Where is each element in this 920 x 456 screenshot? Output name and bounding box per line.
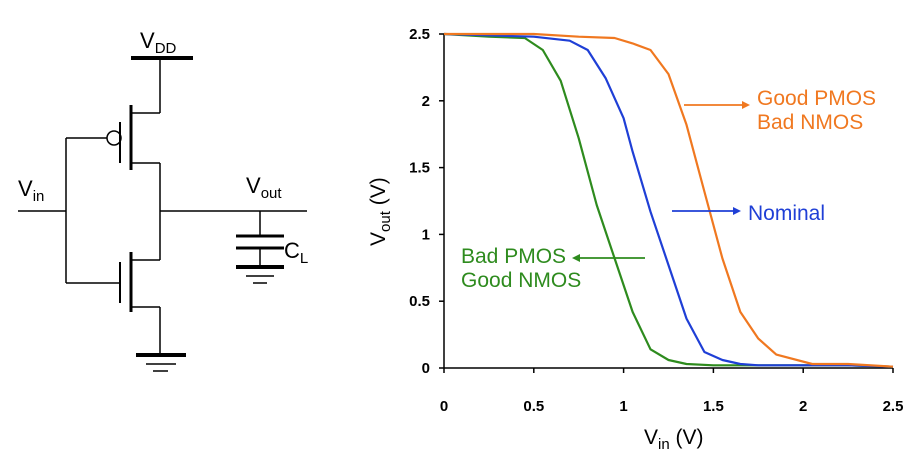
- x-ticks: 0 0.5 1 1.5 2 2.5: [440, 368, 904, 415]
- pmos-bubble: [106, 130, 122, 146]
- series-label-bad_pmos_good_nmos: Bad PMOS: [461, 245, 566, 268]
- y-tick-label: 2: [422, 93, 430, 110]
- y-ticks: 0 0.5 1 1.5 2 2.5: [409, 26, 444, 377]
- vdd-label: VDD: [140, 28, 177, 57]
- annotation-arrowhead-bad_pmos_good_nmos: [572, 254, 580, 262]
- x-tick-label: 2.5: [883, 398, 904, 415]
- series-line-bad_pmos_good_nmos: [443, 32, 894, 368]
- y-tick-label: 1.5: [409, 160, 430, 177]
- x-axis-label: Vin (V): [644, 426, 704, 453]
- annotation-arrowhead-nominal: [733, 207, 741, 215]
- series-label-bad_pmos_good_nmos: Good NMOS: [461, 269, 581, 292]
- x-tick-label: 1: [619, 398, 627, 415]
- x-tick-label: 1.5: [703, 398, 724, 415]
- vout-label: Vout: [246, 173, 282, 202]
- y-axis-label: Vout (V): [367, 177, 394, 246]
- cl-label: CL: [284, 238, 308, 267]
- cmos-inverter-circuit: [18, 56, 307, 372]
- annotation-arrowhead-good_pmos_bad_nmos: [742, 101, 750, 109]
- x-tick-label: 2: [799, 398, 807, 415]
- x-tick-label: 0: [440, 398, 448, 415]
- series-label-nominal: Nominal: [748, 202, 825, 225]
- series-line-nominal: [443, 32, 894, 368]
- vin-label: Vin: [18, 176, 44, 205]
- series-label-good_pmos_bad_nmos: Good PMOS: [757, 87, 876, 110]
- y-tick-label: 1: [422, 226, 430, 243]
- x-tick-label: 0.5: [523, 398, 544, 415]
- y-tick-label: 0.5: [409, 293, 430, 310]
- series-line-good_pmos_bad_nmos: [444, 32, 894, 368]
- series-label-good_pmos_bad_nmos: Bad NMOS: [757, 111, 863, 134]
- y-tick-label: 2.5: [409, 26, 430, 43]
- series-lines: [443, 32, 894, 368]
- y-tick-label: 0: [422, 360, 430, 377]
